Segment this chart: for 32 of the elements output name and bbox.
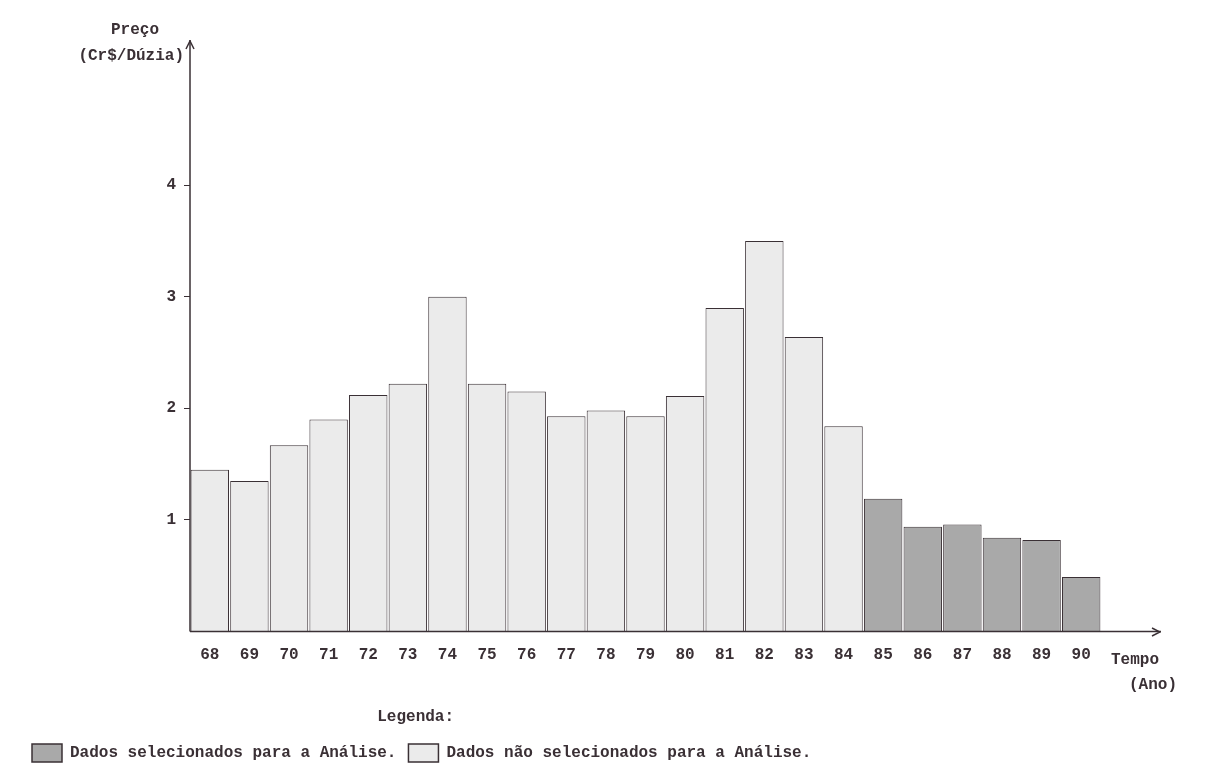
x-tick-label: 70 xyxy=(279,646,299,665)
x-tick-label: 68 xyxy=(200,646,220,665)
x-tick-label: 73 xyxy=(398,646,418,665)
x-tick-label: 87 xyxy=(952,646,972,665)
y-tick-label: 4 xyxy=(166,176,177,195)
x-tick-label: 76 xyxy=(517,646,537,665)
x-tick-label: 74 xyxy=(437,646,458,665)
x-tick-label: 81 xyxy=(715,646,735,665)
y-tick-label: 3 xyxy=(166,287,176,306)
x-tick-label: 77 xyxy=(556,646,576,665)
x-axis-title: Tempo (Ano) xyxy=(1111,650,1178,694)
legend-title: Legenda: xyxy=(377,707,455,726)
x-tick-label: 83 xyxy=(794,646,814,665)
y-tick-label: 1 xyxy=(166,511,176,530)
x-tick-label: 82 xyxy=(754,646,774,665)
x-tick-label: 75 xyxy=(477,646,497,665)
x-tick-label: 80 xyxy=(675,646,695,665)
x-tick-label: 89 xyxy=(1031,646,1052,665)
legend-label: Dados selecionados para a Análise. xyxy=(70,744,397,763)
x-tick-label: 84 xyxy=(833,646,854,665)
x-tick-label: 88 xyxy=(992,646,1012,665)
x-tick-label: 85 xyxy=(873,646,893,665)
x-tick-label: 79 xyxy=(635,646,656,665)
x-tick-label: 78 xyxy=(596,646,616,665)
y-axis-title: Preço (Cr$/Dúzia) xyxy=(78,21,184,66)
x-tick-label: 90 xyxy=(1071,646,1091,665)
x-tick-label: 69 xyxy=(239,646,260,665)
y-tick-label: 2 xyxy=(166,399,176,418)
x-tick-label: 72 xyxy=(358,646,378,665)
x-tick-label: 86 xyxy=(913,646,933,665)
x-tick-label: 71 xyxy=(319,646,339,665)
legend-label: Dados não selecionados para a Análise. xyxy=(446,744,812,763)
